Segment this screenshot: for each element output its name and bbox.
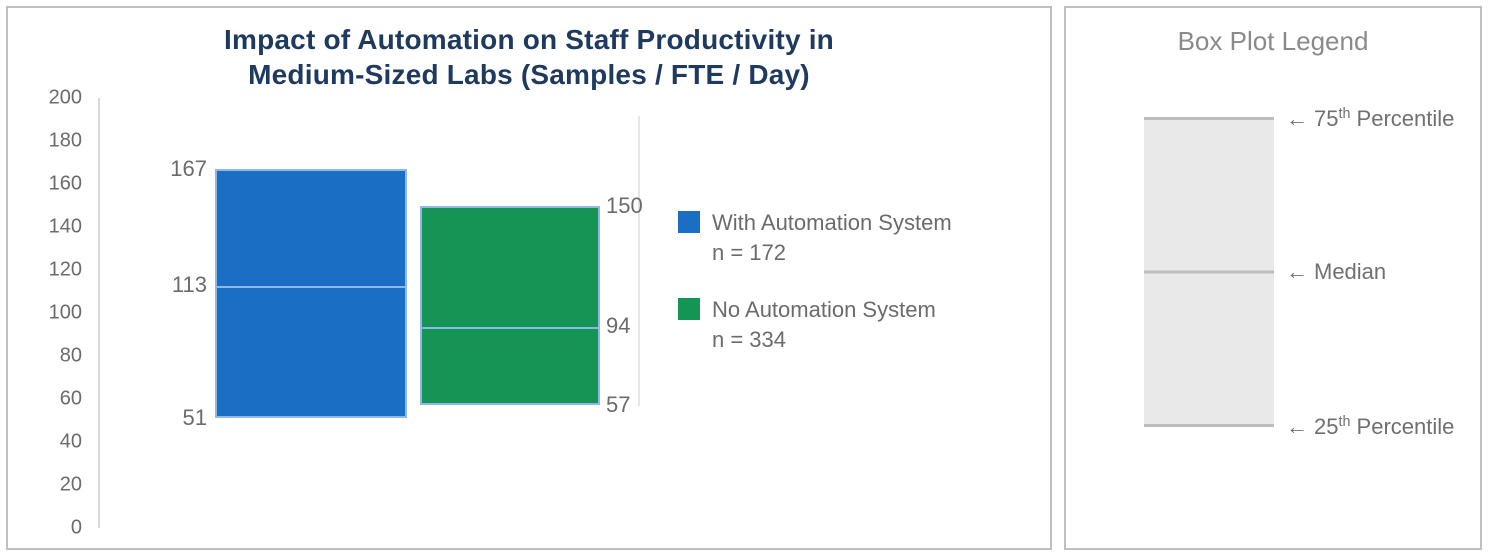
y-tick-label: 20 xyxy=(28,474,82,497)
chart-panel: Impact of Automation on Staff Productivi… xyxy=(6,6,1052,550)
chart-title-line2: Medium-Sized Labs (Samples / FTE / Day) xyxy=(248,59,810,90)
legend-median-line xyxy=(1144,271,1274,274)
box-with_automation xyxy=(215,169,407,418)
y-tick-label: 0 xyxy=(28,517,82,540)
legend-item-with_automation: With Automation Systemn = 172 xyxy=(678,208,1018,267)
boxplot-legend-panel: Box Plot Legend ←75th Percentile ←Median… xyxy=(1064,6,1482,550)
y-tick-label: 80 xyxy=(28,345,82,368)
legend-text: With Automation Systemn = 172 xyxy=(712,208,952,267)
legend-swatch xyxy=(678,211,700,233)
y-tick-label: 120 xyxy=(28,259,82,282)
median-line xyxy=(217,286,405,288)
chart-title-line1: Impact of Automation on Staff Productivi… xyxy=(224,24,834,55)
y-tick-label: 200 xyxy=(28,87,82,110)
y-tick-label: 100 xyxy=(28,302,82,325)
boxplot-legend-title: Box Plot Legend xyxy=(1086,26,1460,57)
median-line xyxy=(422,327,598,329)
legend-box xyxy=(1144,117,1274,427)
boxplot-legend-diagram: ←75th Percentile ←Median ←25th Percentil… xyxy=(1086,97,1460,497)
chart-title: Impact of Automation on Staff Productivi… xyxy=(89,22,969,92)
y-tick-label: 140 xyxy=(28,216,82,239)
value-label-with_automation-median: 113 xyxy=(163,272,207,298)
plot-wrap: 200180160140120100806040200 With Automat… xyxy=(28,98,1028,528)
value-label-no_automation-median: 94 xyxy=(606,313,630,339)
legend-text: No Automation Systemn = 334 xyxy=(712,295,936,354)
arrow-left-icon: ← xyxy=(1286,259,1308,284)
chart-legend: With Automation Systemn = 172 No Automati… xyxy=(678,208,1018,383)
value-label-no_automation-q1: 57 xyxy=(606,392,630,418)
value-label-with_automation-q1: 51 xyxy=(163,405,207,431)
y-axis: 200180160140120100806040200 xyxy=(28,98,88,528)
arrow-left-icon: ← xyxy=(1286,414,1308,439)
legend-item-no_automation: No Automation Systemn = 334 xyxy=(678,295,1018,354)
arrow-left-icon: ← xyxy=(1286,106,1308,131)
y-tick-label: 160 xyxy=(28,173,82,196)
box-no_automation xyxy=(420,206,600,406)
plot-divider xyxy=(638,116,640,406)
y-tick-label: 180 xyxy=(28,130,82,153)
legend-annot-q3: ←75th Percentile xyxy=(1286,106,1454,132)
legend-annot-q1: ←25th Percentile xyxy=(1286,414,1454,440)
y-tick-label: 60 xyxy=(28,388,82,411)
legend-swatch xyxy=(678,298,700,320)
y-tick-label: 40 xyxy=(28,431,82,454)
legend-annot-median: ←Median xyxy=(1286,259,1386,285)
value-label-no_automation-q3: 150 xyxy=(606,193,643,219)
value-label-with_automation-q3: 167 xyxy=(163,156,207,182)
